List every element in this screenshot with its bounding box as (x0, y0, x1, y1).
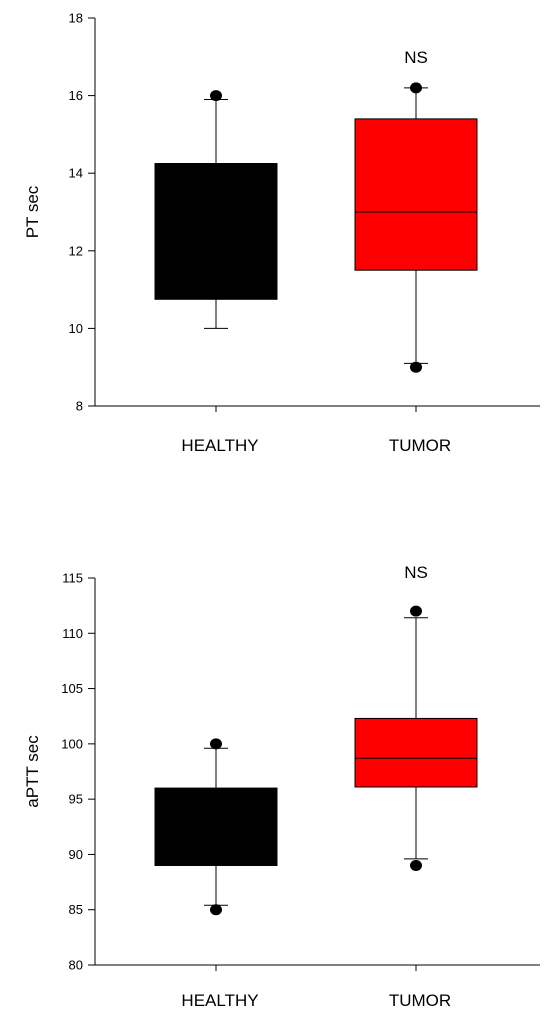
y-tick-label: 16 (69, 88, 83, 103)
outlier-point (210, 90, 222, 102)
y-tick-label: 100 (61, 736, 83, 751)
x-category-label: HEALTHY (181, 991, 258, 1010)
y-tick-label: 85 (69, 902, 83, 917)
x-category-label: HEALTHY (181, 436, 258, 455)
y-axis-title: PT sec (23, 185, 42, 238)
box-rect (154, 163, 278, 300)
y-tick-label: 8 (76, 399, 83, 414)
box-healthy (154, 738, 278, 916)
box-rect (354, 118, 478, 271)
y-tick-label: 80 (69, 958, 83, 973)
significance-annotation: NS (404, 48, 428, 67)
y-tick-label: 18 (69, 11, 83, 26)
y-tick-label: 10 (69, 321, 83, 336)
box-tumor (354, 82, 478, 373)
significance-annotation: NS (404, 563, 428, 582)
chart-panel-1: 8 10 12 14 16 18 HEALTHY TUMOR PT sec NS (23, 11, 540, 455)
box-tumor (354, 605, 478, 871)
y-tick-label: 105 (61, 681, 83, 696)
x-category-label: TUMOR (389, 991, 451, 1010)
outlier-point (210, 738, 222, 750)
chart-panel-2: 80 85 90 95 100 105 110 115 HEALTHY TUMOR aPTT sec… (23, 563, 540, 1010)
y-tick-label: 12 (69, 243, 83, 258)
outlier-point (410, 859, 422, 871)
box-rect (354, 717, 478, 788)
outlier-point (410, 82, 422, 94)
outlier-point (410, 605, 422, 617)
y-tick-label: 95 (69, 792, 83, 807)
y-tick-label: 90 (69, 847, 83, 862)
y-tick-label: 110 (62, 626, 83, 641)
box-healthy (154, 90, 278, 329)
outlier-point (410, 361, 422, 373)
y-tick-label: 115 (62, 571, 83, 586)
y-tick-label: 14 (69, 166, 83, 181)
outlier-point (210, 904, 222, 916)
y-axis-title: aPTT sec (23, 735, 42, 808)
x-category-label: TUMOR (389, 436, 451, 455)
box-rect (154, 787, 278, 866)
